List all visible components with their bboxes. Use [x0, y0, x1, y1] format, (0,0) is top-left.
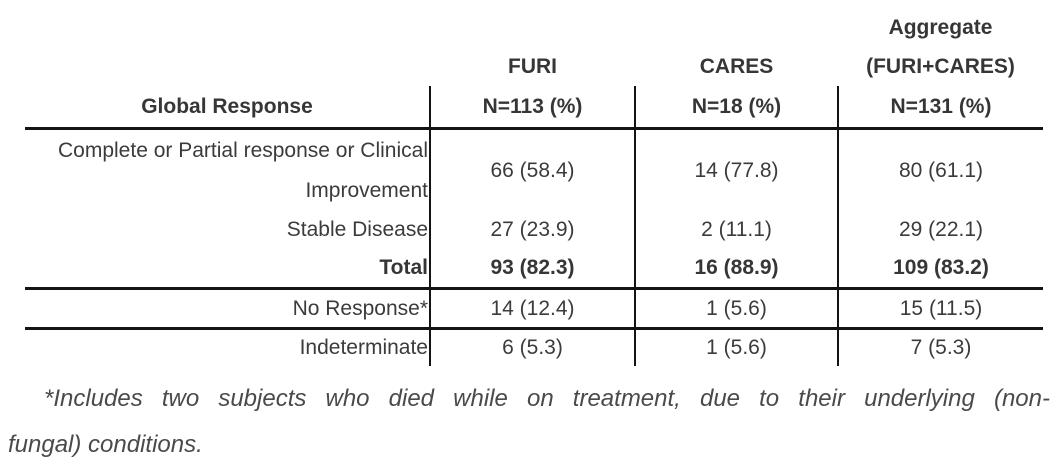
footnote-line-1: *Includes two subjects who died while on…	[44, 385, 1050, 412]
table-row-no-response: No Response* 14 (12.4) 1 (5.6) 15 (11.5)	[25, 288, 1043, 330]
row-label: Complete or Partial response or Clinical…	[58, 138, 428, 202]
cell-value: 15 (11.5)	[837, 288, 1043, 330]
column-header-aggregate: Aggregate	[888, 16, 993, 39]
empty-cell	[635, 8, 838, 48]
cell-value: 16 (88.9)	[634, 249, 838, 290]
header-row-n: Global Response N=113 (%) N=18 (%) N=131…	[25, 86, 1043, 130]
column-header-n113: N=113 (%)	[429, 86, 635, 130]
empty-cell	[430, 8, 635, 48]
column-header-n131: N=131 (%)	[837, 86, 1043, 130]
empty-cell	[25, 8, 430, 48]
footnote-line-2: fungal) conditions.	[8, 431, 203, 458]
cell-value: 80 (61.1)	[837, 128, 1043, 211]
column-header-global-response: Global Response	[25, 86, 430, 130]
cell-value: 29 (22.1)	[837, 211, 1043, 249]
empty-cell	[25, 48, 430, 86]
table-footnote: *Includes two subjects who died while on…	[8, 376, 1050, 460]
row-label: Indeterminate	[299, 336, 428, 359]
row-label: Total	[25, 249, 430, 290]
table-row-complete-partial: Complete or Partial response or Clinical…	[25, 128, 1043, 211]
cell-value: 14 (12.4)	[429, 288, 635, 330]
cell-value: 2 (11.1)	[634, 211, 838, 249]
column-header-cares: CARES	[699, 55, 774, 78]
cell-value: 93 (82.3)	[429, 249, 635, 290]
table-row-total: Total 93 (82.3) 16 (88.9) 109 (83.2)	[25, 249, 1043, 290]
cell-value: 1 (5.6)	[634, 288, 838, 330]
cell-value: 66 (58.4)	[429, 128, 635, 211]
cell-value: 1 (5.6)	[634, 328, 838, 366]
table-row-indeterminate: Indeterminate 6 (5.3) 1 (5.6) 7 (5.3)	[25, 328, 1043, 366]
column-header-furi: FURI	[508, 55, 557, 78]
column-header-furi-cares: (FURI+CARES)	[866, 55, 1015, 78]
cell-value: 14 (77.8)	[634, 128, 838, 211]
cell-value: 6 (5.3)	[429, 328, 635, 366]
cell-value: 109 (83.2)	[837, 249, 1043, 290]
row-label: Stable Disease	[286, 218, 428, 241]
column-header-n18: N=18 (%)	[634, 86, 838, 130]
cell-value: 7 (5.3)	[837, 328, 1043, 366]
row-label: No Response*	[25, 288, 430, 330]
table-row-stable-disease: Stable Disease 27 (23.9) 2 (11.1) 29 (22…	[25, 211, 1043, 249]
cell-value: 27 (23.9)	[429, 211, 635, 249]
global-response-table: Aggregate FURI CARES (FURI+CARES) Global…	[25, 8, 1043, 366]
header-row-groups: FURI CARES (FURI+CARES)	[25, 48, 1043, 86]
header-row-aggregate: Aggregate	[25, 8, 1043, 48]
